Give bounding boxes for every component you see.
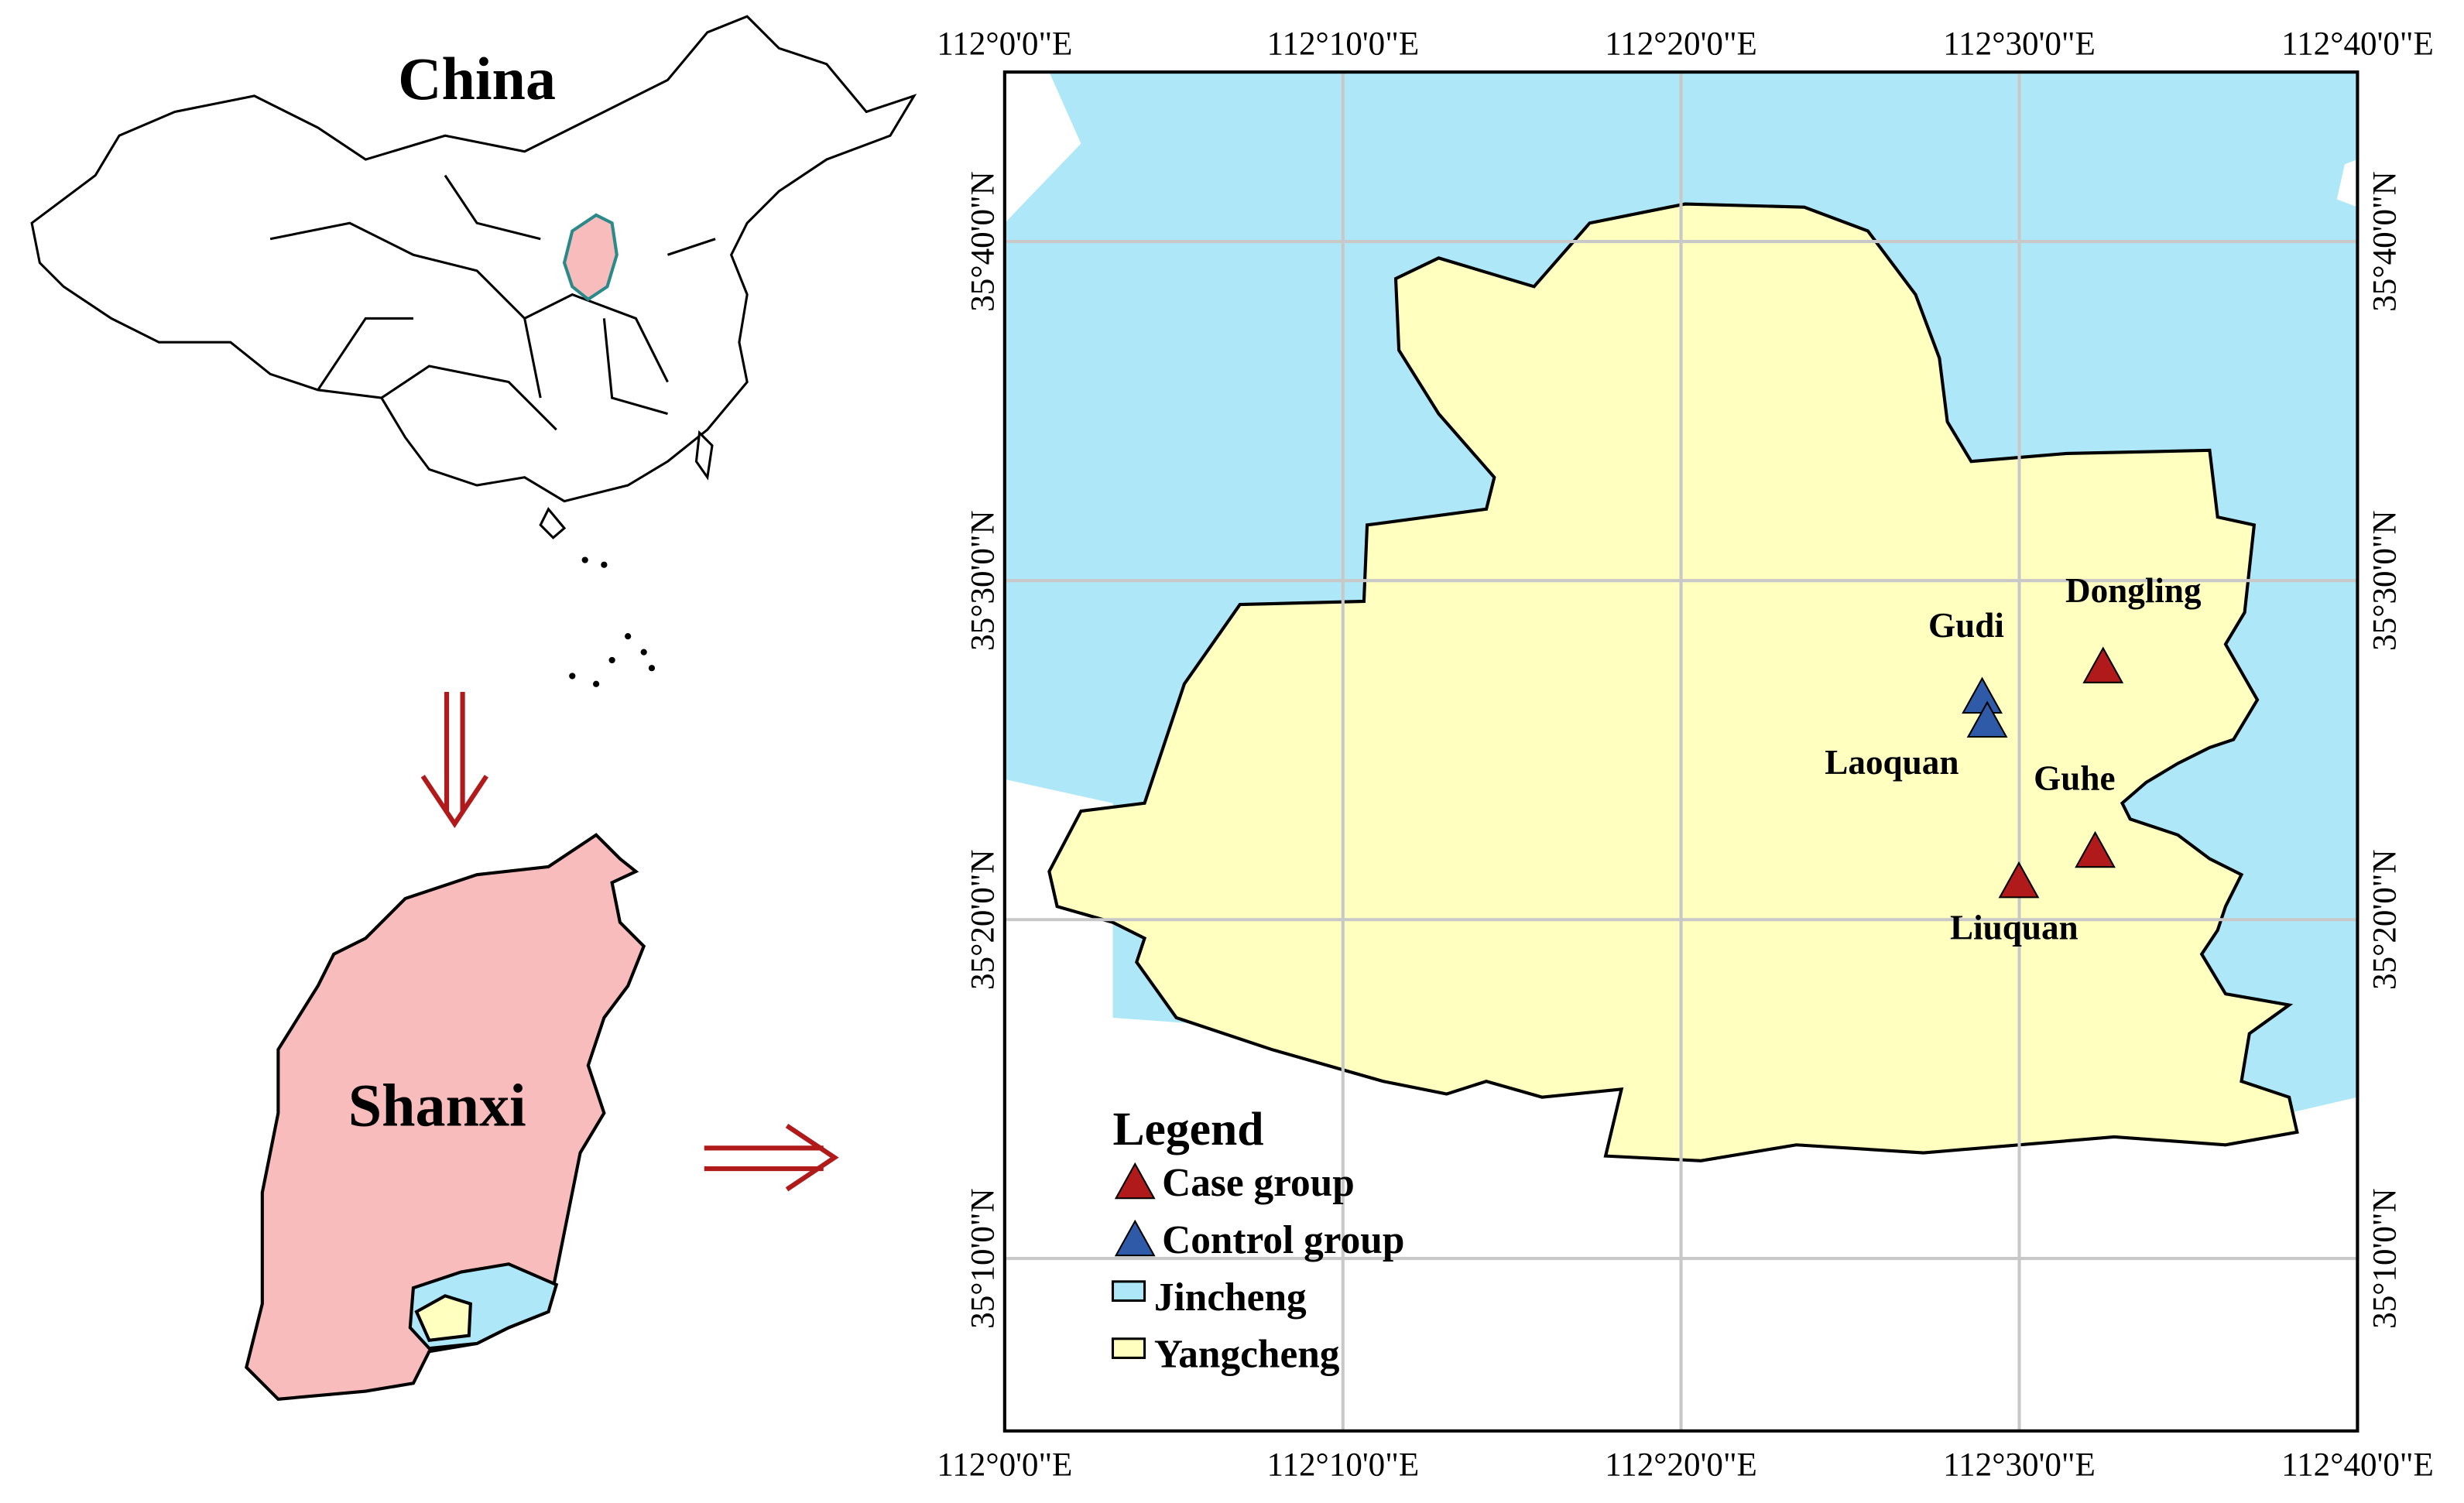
yangcheng-area xyxy=(1047,202,2299,1162)
islands xyxy=(569,556,656,687)
x-tick-label: 112°40'0"E xyxy=(2281,1447,2434,1483)
map-frame xyxy=(1002,70,2359,1433)
x-tick-label: 112°30'0"E xyxy=(1943,1447,2096,1483)
x-tick-label: 112°30'0"E xyxy=(1943,26,2096,63)
shanxi-label: Shanxi xyxy=(348,1072,526,1139)
site-label: Guhe xyxy=(2034,758,2115,797)
y-tick-label: 35°10'0"N xyxy=(2367,1188,2404,1329)
x-tick-label: 112°20'0"E xyxy=(1605,1447,1757,1483)
site-label: Dongling xyxy=(2065,571,2202,610)
site-label: Laoquan xyxy=(1825,743,1959,782)
site-marker xyxy=(1966,700,2008,738)
arrow xyxy=(420,691,839,1192)
y-tick-label: 35°10'0"N xyxy=(965,1188,1001,1329)
legend-label: Yangcheng xyxy=(1154,1333,1340,1377)
legend-marker xyxy=(1114,1219,1156,1257)
legend-label: Case group xyxy=(1162,1161,1355,1205)
x-tick-label: 112°20'0"E xyxy=(1605,26,1757,63)
legend-title: Legend xyxy=(1112,1103,1263,1155)
x-tick-label: 112°40'0"E xyxy=(2281,26,2434,63)
x-tick-label: 112°10'0"E xyxy=(1266,1447,1419,1483)
y-tick-label: 35°20'0"N xyxy=(965,849,1001,990)
site-marker xyxy=(2082,646,2124,683)
x-tick-label: 112°0'0"E xyxy=(937,26,1072,63)
y-tick-label: 35°40'0"N xyxy=(965,171,1001,312)
x-tick-label: 112°10'0"E xyxy=(1266,26,1419,63)
yangcheng-inset xyxy=(414,1294,472,1343)
china-map xyxy=(30,15,917,539)
legend-swatch xyxy=(1111,1280,1146,1303)
site-marker xyxy=(1998,861,2040,899)
site-label: Liuquan xyxy=(1950,909,2078,947)
y-tick-label: 35°20'0"N xyxy=(2367,849,2404,990)
y-tick-label: 35°40'0"N xyxy=(2367,171,2404,312)
y-tick-label: 35°30'0"N xyxy=(2367,510,2404,651)
x-tick-label: 112°0'0"E xyxy=(937,1447,1072,1483)
legend-label: Jincheng xyxy=(1154,1275,1307,1320)
legend-swatch xyxy=(1111,1337,1146,1359)
y-tick-label: 35°30'0"N xyxy=(965,510,1001,651)
china-label: China xyxy=(398,45,556,112)
legend-label: Control group xyxy=(1162,1218,1404,1262)
legend-marker xyxy=(1114,1162,1156,1200)
site-label: Gudi xyxy=(1928,606,2004,645)
site-marker xyxy=(2075,830,2116,868)
